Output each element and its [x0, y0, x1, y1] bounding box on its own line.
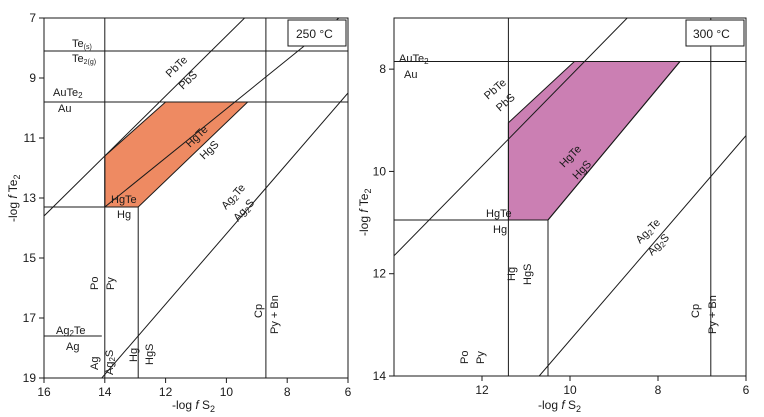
- stable-field-300c: [507, 61, 682, 221]
- x-axis-title-250c: -log f S2: [172, 398, 215, 414]
- label-py-250c: Py: [105, 277, 117, 290]
- boundary-line-250c-3: [104, 18, 340, 208]
- y-tick-label-250c-5: 17: [23, 311, 37, 325]
- y-axis-title-250c: -log f Te2: [6, 175, 22, 223]
- label-hgs-vertical-250c: HgS: [144, 344, 156, 365]
- ticks-250c: 16 14 12 10 8 6 7 9 11 13 15 17 19: [23, 11, 352, 399]
- stable-field-250c: [104, 101, 249, 208]
- label-te2-g: Te2(g): [72, 53, 96, 66]
- x-tick-label-300c-3: 6: [743, 383, 750, 397]
- temperature-label-300c: 300 °C: [693, 27, 730, 41]
- y-tick-label-250c-0: 7: [29, 11, 36, 25]
- temperature-box-300c: [685, 19, 745, 47]
- label-py-300c: Py: [475, 351, 487, 364]
- y-tick-label-300c-0: 8: [379, 62, 386, 76]
- boundaries-250c: [44, 18, 348, 378]
- y-tick-label-300c-1: 10: [373, 164, 387, 178]
- boundary-line-300c-1: [394, 18, 628, 257]
- label-hgte-250c: HgTe: [111, 194, 137, 206]
- label-hg-vertical-300c: Hg: [506, 267, 518, 281]
- x-tick-label-250c-5: 6: [345, 385, 352, 399]
- x-tick-label-250c-4: 8: [284, 385, 291, 399]
- x-axis-title-300c: -log f S2: [538, 398, 581, 414]
- label-hgte-300c: HgTe: [486, 208, 512, 220]
- label-pybn-250c: Py + Bn: [269, 295, 281, 334]
- label-au-250c: Au: [58, 103, 71, 115]
- boundary-line-250c-7: [101, 92, 348, 378]
- temperature-label-250c: 250 °C: [296, 27, 333, 41]
- boundary-line-300c-6: [538, 135, 746, 376]
- y-tick-label-250c-1: 9: [29, 71, 36, 85]
- x-tick-label-300c-2: 8: [655, 383, 662, 397]
- x-tick-label-250c-3: 10: [220, 385, 234, 399]
- x-tick-label-250c-0: 16: [37, 385, 51, 399]
- label-pybn-300c: Py + Bn: [707, 295, 719, 334]
- ticks-300c: 12 10 8 6 8 10 12 14: [373, 62, 750, 397]
- label-hgs-vertical-300c: HgS: [522, 264, 534, 285]
- y-tick-label-300c-3: 14: [373, 369, 387, 383]
- label-pbs-250c: PbS: [177, 69, 200, 92]
- y-tick-label-250c-2: 11: [24, 131, 37, 145]
- label-hg-vertical-250c: Hg: [128, 348, 140, 362]
- label-te-s: Te(s): [72, 38, 92, 51]
- label-ag2te-250c: Ag2Te: [56, 325, 86, 338]
- x-tick-label-250c-1: 14: [98, 385, 112, 399]
- label-po-300c: Po: [459, 351, 471, 364]
- label-aute2-250c: AuTe2: [53, 87, 83, 100]
- x-tick-label-300c-1: 10: [563, 383, 577, 397]
- plot-frame-250c: [43, 17, 349, 379]
- label-ag-250c: Ag: [66, 341, 79, 353]
- label-hg-250c: Hg: [117, 209, 131, 221]
- label-hg-300c: Hg: [493, 224, 507, 236]
- label-cp-250c: Cp: [253, 304, 265, 318]
- label-po-250c: Po: [89, 277, 101, 290]
- y-tick-label-250c-3: 13: [23, 191, 37, 205]
- temperature-box-250c: [287, 19, 347, 47]
- boundary-line-250c-2: [44, 18, 245, 217]
- boundary-line-300c-2: [547, 61, 681, 221]
- y-tick-label-300c-2: 12: [373, 267, 387, 281]
- label-au-300c: Au: [404, 69, 417, 81]
- x-tick-label-250c-2: 12: [159, 385, 173, 399]
- x-tick-label-300c-0: 12: [475, 383, 489, 397]
- label-ag2s-vertical-250c: Ag2S: [104, 350, 117, 375]
- boundaries-300c: [394, 18, 746, 376]
- y-tick-label-250c-6: 19: [23, 371, 37, 385]
- panel-300c: 12 10 8 6 8 10 12 14 300 °C -log f S2 -log f Te…: [357, 17, 750, 414]
- label-ag-vertical-250c: Ag: [89, 357, 101, 370]
- label-aute2-300c: AuTe2: [399, 53, 429, 66]
- y-tick-label-250c-4: 15: [23, 251, 37, 265]
- y-axis-title-300c: -log f Te2: [357, 189, 373, 237]
- label-cp-300c: Cp: [690, 304, 702, 318]
